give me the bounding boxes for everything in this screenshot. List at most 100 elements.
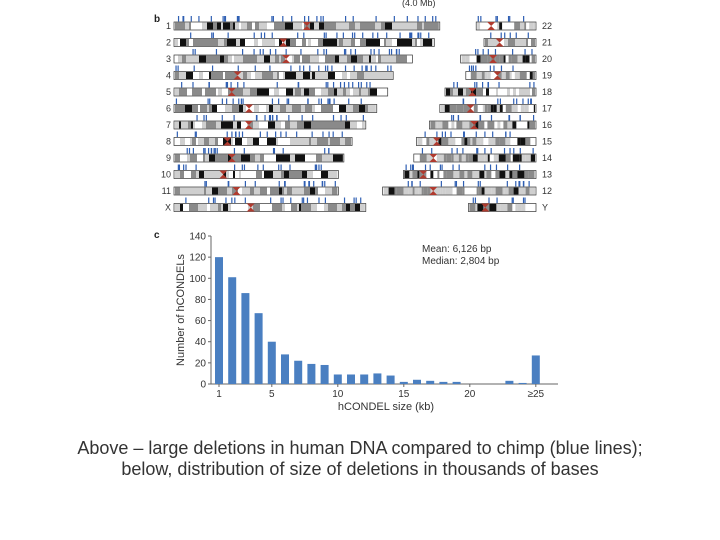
chromosome-band — [335, 55, 339, 63]
chromosome-band — [302, 138, 309, 145]
chromosome-band — [317, 138, 323, 145]
chromosome-band — [252, 105, 254, 112]
panel-c-label: c — [154, 230, 160, 241]
chromosome-band — [491, 187, 496, 195]
chromosome-band — [363, 55, 367, 63]
chromosome-band — [185, 105, 188, 112]
centromere — [432, 137, 441, 146]
histogram-bar — [373, 373, 382, 384]
chromosome-band — [369, 55, 371, 63]
chromosome-band — [351, 55, 355, 63]
chromosome-band — [229, 171, 233, 178]
chromosome-band — [496, 204, 501, 211]
chromosome-band — [464, 187, 471, 195]
chromosome-band — [430, 171, 434, 178]
chromosome-band — [433, 138, 439, 145]
chromosome-band — [517, 171, 525, 178]
chromosome-band — [476, 72, 482, 79]
chromosome-band — [213, 121, 216, 129]
chromosome-band — [264, 55, 270, 63]
chromosome-band — [500, 204, 508, 211]
chromosome-band — [529, 55, 532, 63]
chromosome-band — [407, 39, 412, 46]
chromosome-band — [190, 154, 197, 162]
chromosome-band — [531, 39, 535, 46]
chromosome-band — [491, 22, 498, 30]
chromosome-band — [355, 39, 360, 46]
chromosome-band — [530, 154, 535, 162]
chromosome-band — [228, 204, 231, 211]
chromosome-band — [450, 88, 453, 96]
chromosome-band — [517, 105, 521, 112]
chromosome-band — [197, 154, 203, 162]
chromosome-band — [264, 22, 267, 30]
chromosome-band — [465, 55, 470, 63]
chromosome-band — [193, 72, 199, 79]
chromosome-band — [235, 171, 239, 178]
chromosome-band — [262, 72, 268, 79]
chromosome-band — [355, 204, 360, 211]
chromosome-band — [363, 39, 366, 46]
chromosome-band — [336, 154, 343, 162]
chromosome-band — [278, 204, 282, 211]
chromosome-band — [495, 171, 500, 178]
chromosome-band — [477, 105, 483, 112]
chromosome-band — [419, 171, 423, 178]
chromosome-band — [242, 187, 247, 195]
chromosome-band — [251, 121, 253, 129]
chromosome-band — [520, 138, 526, 145]
chromosome-band — [380, 72, 383, 79]
chromosome-band — [438, 22, 439, 30]
chromosome-21: 21 — [483, 32, 552, 48]
chromosome-band — [285, 55, 292, 63]
chromosome-band — [253, 138, 259, 145]
chromosome-band — [243, 72, 247, 79]
chromosome-band — [233, 121, 237, 129]
chromosome-band — [215, 171, 217, 178]
histogram-bar — [531, 355, 540, 384]
chromosome-band — [217, 171, 223, 178]
chromosome-band — [268, 72, 273, 79]
chromosome-label: 18 — [542, 87, 552, 97]
chromosome-band — [532, 88, 535, 96]
chromosome-band — [452, 187, 457, 195]
chromosome-band — [274, 22, 278, 30]
chromosome-band — [493, 154, 499, 162]
chromosome-band — [223, 204, 228, 211]
chromosome-band — [182, 88, 187, 96]
chromosome-band — [333, 171, 337, 178]
chromosome-band — [337, 39, 339, 46]
chromosome-band — [264, 154, 270, 162]
chromosome-band — [230, 22, 233, 30]
right-chromosomes: 22 21 20 19 18 17 16 15 14 13 12 Y — [382, 16, 552, 213]
chromosome-band — [296, 187, 301, 195]
chromosome-band — [203, 39, 209, 46]
chromosome-band — [435, 22, 438, 30]
chromosome-band — [488, 138, 496, 145]
x-tick-label: 15 — [398, 389, 410, 400]
chromosome-label: 10 — [161, 170, 171, 180]
chromosome-band — [230, 39, 236, 46]
top-fragment-label: (4.0 Mb) — [402, 0, 436, 8]
chromosome-band — [238, 187, 242, 195]
chromosome-band — [461, 55, 466, 63]
chromosome-band — [489, 204, 497, 211]
chromosome-band — [301, 88, 304, 96]
centromere — [468, 88, 477, 96]
chromosome-band — [381, 22, 385, 30]
chromosome-band — [226, 138, 231, 145]
chromosome-band — [272, 204, 278, 211]
chromosome-band — [512, 171, 518, 178]
chromosome-band — [209, 39, 214, 46]
chromosome-band — [279, 55, 281, 63]
histogram-bar — [518, 382, 527, 384]
chromosome-band — [451, 121, 455, 129]
centromere — [487, 22, 496, 30]
centromere — [302, 22, 311, 30]
chromosome-3: 3 — [166, 49, 413, 64]
chromosome-band — [203, 105, 207, 112]
chromosome-band — [239, 171, 241, 178]
chromosome-band — [490, 72, 498, 79]
chromosome-band — [330, 138, 334, 145]
chromosome-band — [313, 154, 316, 162]
